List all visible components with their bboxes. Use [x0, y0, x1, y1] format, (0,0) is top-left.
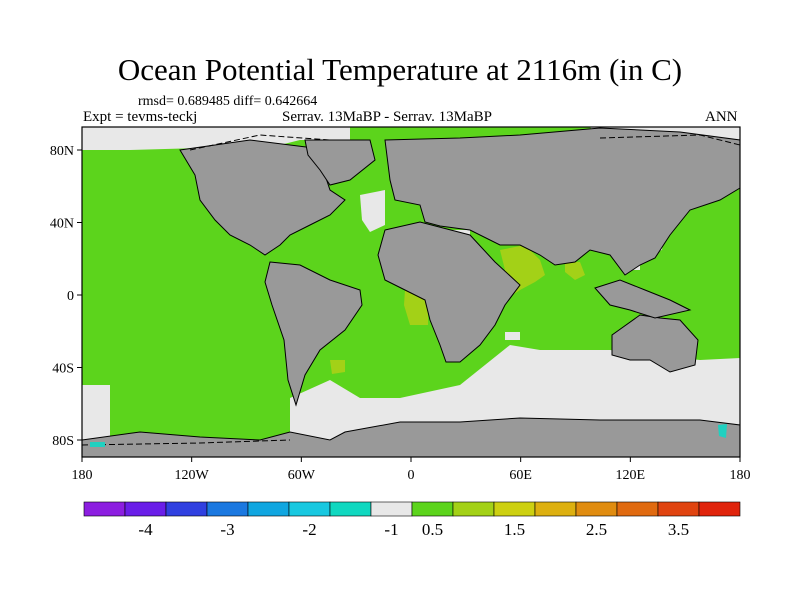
colorbar-label: -2: [302, 520, 316, 539]
experiment-label: Expt = tevms-teckj: [83, 109, 198, 125]
colorbar-box: [698, 501, 741, 517]
colorbar-box: [452, 501, 495, 517]
colorbar-box: [657, 501, 700, 517]
colorbar-box: [616, 501, 659, 517]
colorbar-label: 0.5: [422, 520, 443, 539]
map-title: Ocean Potential Temperature at 2116m (in…: [117, 52, 683, 87]
colorbar-label: 3.5: [668, 520, 689, 539]
cases-label: Serrav. 13MaBP - Serrav. 13MaBP: [282, 109, 492, 125]
colorbar-box: [370, 501, 413, 517]
lon-axis: 180 120W 60W 0 60E 120E 180: [72, 457, 751, 483]
greenland: [304, 139, 376, 186]
colorbar-label: -4: [138, 520, 153, 539]
cold-anomaly-patches: [90, 424, 727, 447]
colorbar-box: [288, 501, 331, 517]
lat-tick-label: 40N: [50, 217, 74, 232]
lon-tick-label: 120W: [175, 468, 210, 483]
colorbar-box: [206, 501, 249, 517]
colorbar-box: [575, 501, 618, 517]
lon-tick-label: 120E: [616, 468, 646, 483]
colorbar: -4 -3 -2 -1 0.5 1.5 2.5 3.5: [83, 501, 741, 539]
south-america: [264, 261, 363, 407]
colorbar-label: 1.5: [504, 520, 525, 539]
lon-tick-label: 180: [730, 468, 751, 483]
ice-edges: [81, 134, 741, 446]
colorbar-box: [124, 501, 167, 517]
colorbar-box: [329, 501, 372, 517]
lat-tick-label: 0: [67, 289, 74, 304]
lat-tick-label: 40S: [52, 362, 74, 377]
lat-tick-label: 80N: [50, 144, 74, 159]
colorbar-label: 2.5: [586, 520, 607, 539]
land-masses: [81, 127, 741, 458]
lon-tick-label: 0: [408, 468, 415, 483]
colorbar-label: -3: [220, 520, 234, 539]
lon-tick-label: 60E: [509, 468, 532, 483]
lat-axis: 80N 40N 0 40S 80S: [50, 144, 82, 449]
map-layer: [81, 127, 741, 458]
lat-tick-label: 80S: [52, 434, 74, 449]
lon-tick-label: 180: [72, 468, 93, 483]
colorbar-box: [247, 501, 290, 517]
colorbar-label: -1: [384, 520, 398, 539]
colorbar-box: [493, 501, 536, 517]
colorbar-box: [165, 501, 208, 517]
stats-text: rmsd= 0.689485 diff= 0.642664: [138, 94, 318, 109]
colorbar-box: [411, 501, 454, 517]
maritime-continent: [594, 279, 692, 319]
season-label: ANN: [705, 109, 738, 125]
colorbar-box: [534, 501, 577, 517]
africa: [377, 221, 521, 363]
colorbar-box: [83, 501, 126, 517]
lon-tick-label: 60W: [288, 468, 316, 483]
